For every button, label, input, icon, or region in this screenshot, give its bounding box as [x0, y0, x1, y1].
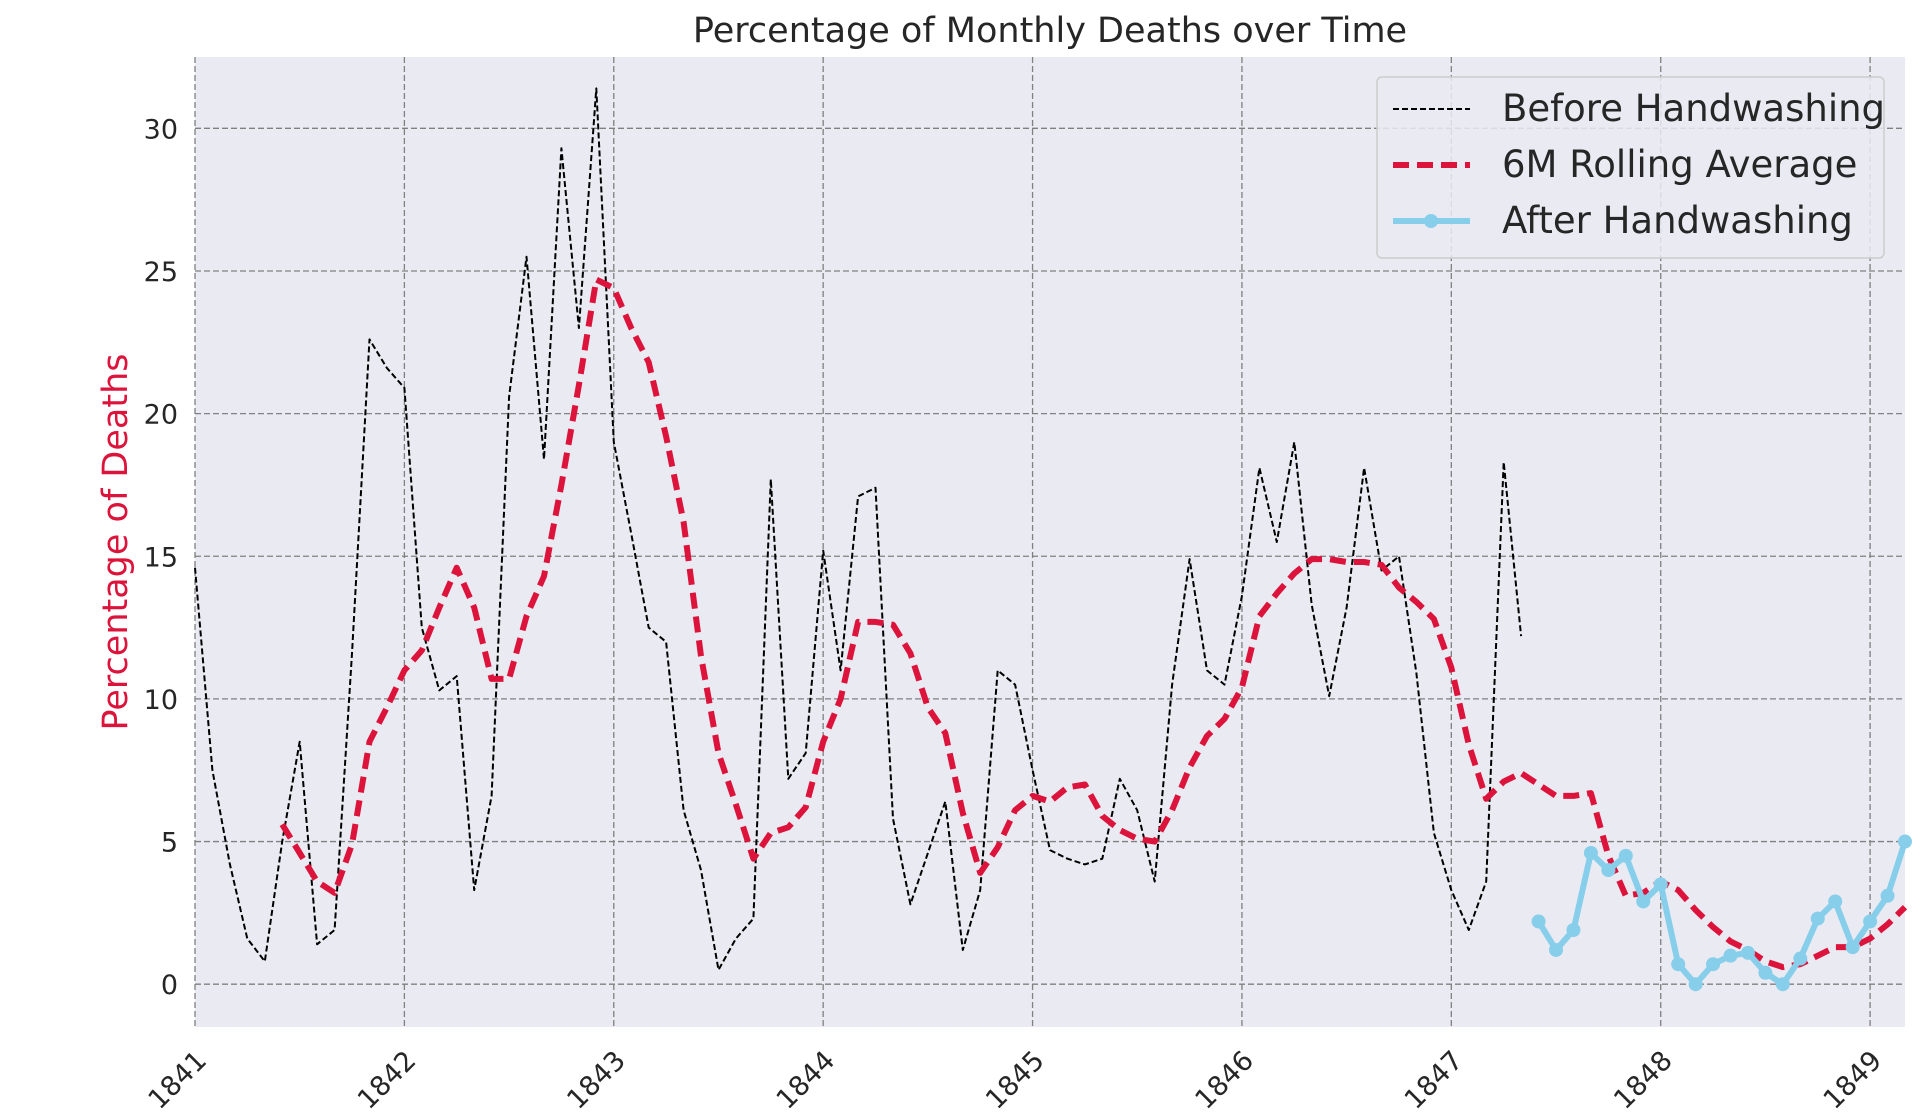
series-point-2	[1828, 894, 1843, 909]
series-point-2	[1880, 888, 1895, 903]
x-tick-label: 1844	[771, 1045, 842, 1116]
series-point-2	[1636, 894, 1651, 909]
x-tick-label: 1845	[980, 1045, 1051, 1116]
series-point-2	[1706, 957, 1721, 972]
series-point-2	[1618, 848, 1633, 863]
series-point-2	[1863, 914, 1878, 929]
series-point-2	[1601, 863, 1616, 878]
legend-label-before: Before Handwashing	[1502, 87, 1885, 130]
legend-marker-after	[1424, 214, 1438, 228]
y-tick-label: 15	[144, 542, 178, 573]
x-tick-label: 1841	[143, 1045, 214, 1116]
y-ticks: 0 5 10 15 20 25 30	[144, 114, 178, 1001]
series-point-2	[1740, 945, 1755, 960]
series-point-2	[1723, 948, 1738, 963]
chart-title: Percentage of Monthly Deaths over Time	[693, 11, 1407, 51]
y-tick-label: 20	[144, 400, 178, 431]
x-tick-label: 1846	[1189, 1045, 1260, 1116]
x-tick-label: 1849	[1818, 1045, 1889, 1116]
y-tick-label: 25	[144, 257, 178, 288]
series-point-2	[1653, 877, 1668, 892]
series-line-2	[1536, 840, 1908, 988]
series-point-2	[1671, 957, 1686, 972]
series-point-2	[1898, 834, 1912, 849]
y-tick-label: 0	[161, 970, 178, 1001]
x-ticks: 1841 1842 1843 1844 1845 1846 1847 1848 1849	[143, 1045, 1889, 1116]
legend-label-after: After Handwashing	[1502, 199, 1853, 242]
series-point-2	[1688, 977, 1703, 992]
series-point-2	[1566, 923, 1581, 937]
legend: Before Handwashing 6M Rolling Average Af…	[1376, 76, 1885, 259]
series-point-2	[1531, 914, 1546, 929]
x-tick-label: 1848	[1608, 1045, 1679, 1116]
y-tick-label: 30	[144, 114, 178, 145]
series-point-2	[1583, 845, 1598, 860]
legend-label-rolling: 6M Rolling Average	[1502, 143, 1857, 186]
x-tick-label: 1847	[1399, 1045, 1470, 1116]
series-point-2	[1758, 965, 1773, 980]
x-tick-label: 1842	[352, 1045, 423, 1116]
series-layer	[194, 87, 1912, 992]
series-point-2	[1793, 951, 1808, 966]
series-line-1	[279, 276, 1908, 971]
x-tick-label: 1843	[561, 1045, 632, 1116]
series-point-2	[1775, 977, 1790, 992]
series-point-2	[1845, 940, 1860, 955]
series-point-2	[1549, 942, 1564, 957]
y-tick-label: 5	[161, 828, 178, 859]
y-tick-label: 10	[144, 685, 178, 716]
y-axis-label: Percentage of Deaths	[96, 354, 136, 731]
series-point-2	[1810, 911, 1825, 926]
legend-box	[1376, 76, 1885, 259]
